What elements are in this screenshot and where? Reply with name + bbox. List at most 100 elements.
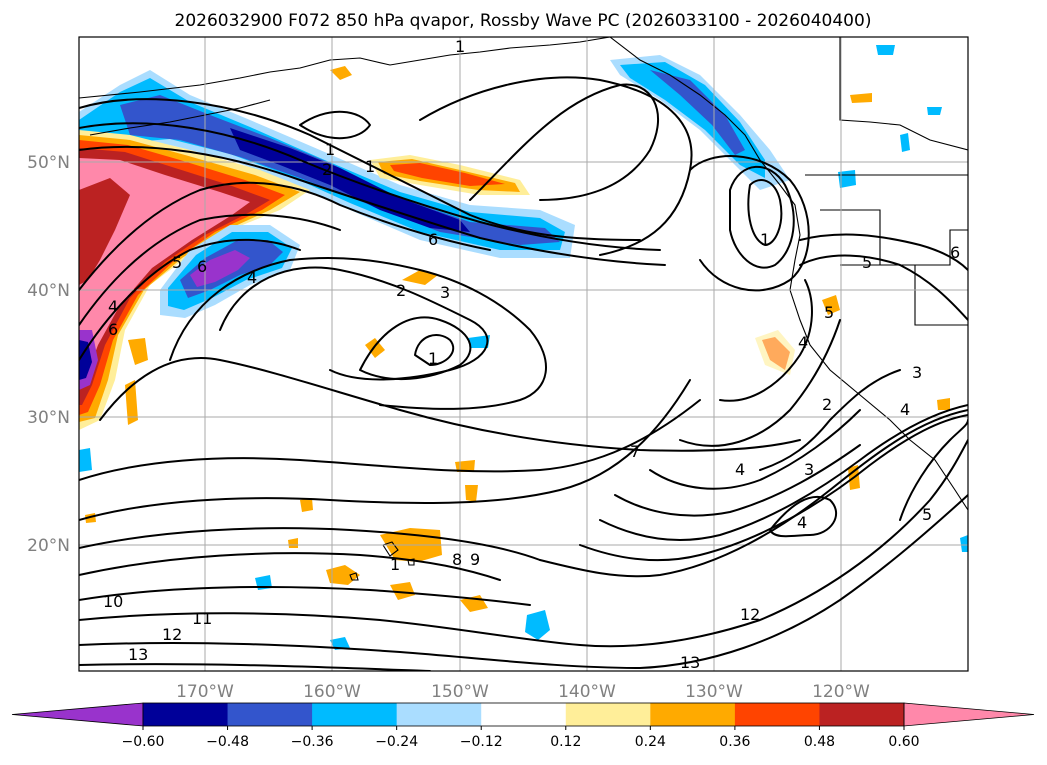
lon-label-120w: 120°W <box>812 682 870 702</box>
contour-label: 2 <box>396 281 406 300</box>
colorbar-swatch <box>312 703 398 726</box>
contour-label: 5 <box>922 505 932 524</box>
shade-coast-dark-blue <box>650 70 745 155</box>
shade-coast-blue <box>620 62 765 178</box>
map-frame <box>78 36 969 672</box>
shade-patch-gulf <box>330 66 352 80</box>
contour-label: 2 <box>322 160 332 179</box>
colorbar-swatch <box>650 703 736 726</box>
coast-aleutians <box>89 99 271 136</box>
colorbar-tick-label: 0.12 <box>550 734 581 750</box>
colorbar-extend-low <box>11 702 144 727</box>
shade-patch-blue-s3 <box>330 637 350 650</box>
colorbar: −0.60 −0.48 −0.36 −0.24 −0.12 0.12 0.24 0.36 0.4… <box>11 702 1035 750</box>
lat-label-40n: 40°N <box>27 281 70 301</box>
colorbar-swatch <box>565 703 651 726</box>
contour-label: 3 <box>804 460 814 479</box>
contour-label: 9 <box>470 550 480 569</box>
lat-label-30n: 30°N <box>27 408 70 428</box>
border-ne <box>839 37 968 151</box>
contour-labels: 1 1 2 1 6 5 6 4 4 6 2 3 1 7 4 3 2 1 5 5 … <box>103 37 960 672</box>
contour-label: 13 <box>680 653 700 672</box>
colorbar-tick-label: −0.24 <box>375 734 418 750</box>
shade-patch-w5 <box>468 335 490 348</box>
colorbar-swatch <box>143 703 229 726</box>
colorbar-tick-label: 0.24 <box>635 734 666 750</box>
colorbar-swatch <box>734 703 820 726</box>
contour-label: 6 <box>428 230 438 249</box>
contour-label: 4 <box>247 268 257 287</box>
map-title: 2026032900 F072 850 hPa qvapor, Rossby W… <box>175 11 872 31</box>
coast-alaska-south <box>79 37 611 99</box>
contour-label: 1 <box>428 349 438 368</box>
contour-label: 6 <box>108 320 118 339</box>
coastlines <box>79 37 968 581</box>
contour-label: 7 <box>630 442 640 461</box>
shade-north-red <box>390 163 505 186</box>
contour-label: 5 <box>862 253 872 272</box>
colorbar-tick-label: −0.12 <box>460 734 503 750</box>
lon-label-170w: 170°W <box>176 682 234 702</box>
shade-patch-c3 <box>300 498 313 512</box>
contour-label: 6 <box>197 257 207 276</box>
gridlines <box>79 37 968 671</box>
shade-patch-w1 <box>79 448 92 472</box>
coast-hawaii <box>349 541 415 581</box>
contour-label: 5 <box>172 253 182 272</box>
contour-label: 1 <box>455 37 465 56</box>
contour-label: 12 <box>162 625 182 644</box>
contour-label: 12 <box>740 605 760 624</box>
colorbar-tick-label: −0.48 <box>206 734 249 750</box>
colorbar-swatch <box>227 703 313 726</box>
lat-label-20n: 20°N <box>27 536 70 556</box>
shade-plume-pink <box>79 158 250 390</box>
colorbar-swatch <box>481 703 567 726</box>
shade-patch-mid2 <box>365 338 385 358</box>
lon-label-150w: 150°W <box>431 682 489 702</box>
contour-label: 1 <box>365 157 375 176</box>
lon-label-130w: 130°W <box>685 682 743 702</box>
contour-label: 1 <box>325 140 335 159</box>
shade-patch-w4 <box>128 338 148 365</box>
shade-patch-ne1 <box>876 45 895 55</box>
contour-label: 1 <box>760 230 770 249</box>
contour-label: 5 <box>824 303 834 322</box>
contour-label: 13 <box>128 645 148 664</box>
shade-patch-e2 <box>960 535 968 552</box>
contour-label: 4 <box>798 333 808 352</box>
contour-label: 4 <box>797 513 807 532</box>
contour-label: 11 <box>192 609 212 628</box>
shade-patch-e3 <box>937 398 950 410</box>
coast-panhandle <box>609 37 968 511</box>
colorbar-tick-label: 0.60 <box>888 734 919 750</box>
contour-label: 4 <box>900 400 910 419</box>
shade-patch-cal <box>822 295 840 315</box>
colorbar-swatch <box>396 703 482 726</box>
shade-west-navy <box>79 340 92 380</box>
contours <box>79 76 968 671</box>
shaded-fields <box>79 45 968 650</box>
lat-label-50n: 50°N <box>27 153 70 173</box>
colorbar-outline <box>142 702 905 727</box>
lon-label-160w: 160°W <box>303 682 361 702</box>
contour-label: 3 <box>440 283 450 302</box>
contour-label: 4 <box>108 297 118 316</box>
shade-patch-mid1 <box>402 270 438 285</box>
shade-patch-c2 <box>465 485 478 502</box>
contour-label: 10 <box>103 592 123 611</box>
shade-patch-ne3 <box>900 133 910 152</box>
colorbar-tick-label: 0.36 <box>719 734 750 750</box>
lon-label-140w: 140°W <box>558 682 616 702</box>
contour-label: 3 <box>912 363 922 382</box>
shade-patch-w3 <box>125 380 138 425</box>
shade-patch-ne4 <box>850 93 872 103</box>
colorbar-tick-label: 0.48 <box>804 734 835 750</box>
contour-label: 4 <box>735 460 745 479</box>
lat-labels: 50°N 40°N 30°N 20°N <box>27 153 70 556</box>
colorbar-extend-high <box>903 702 1035 727</box>
shade-patch-ne2 <box>927 107 942 115</box>
contour-label: 8 <box>452 550 462 569</box>
colorbar-tick-label: −0.60 <box>122 734 165 750</box>
contour-label: 6 <box>950 243 960 262</box>
